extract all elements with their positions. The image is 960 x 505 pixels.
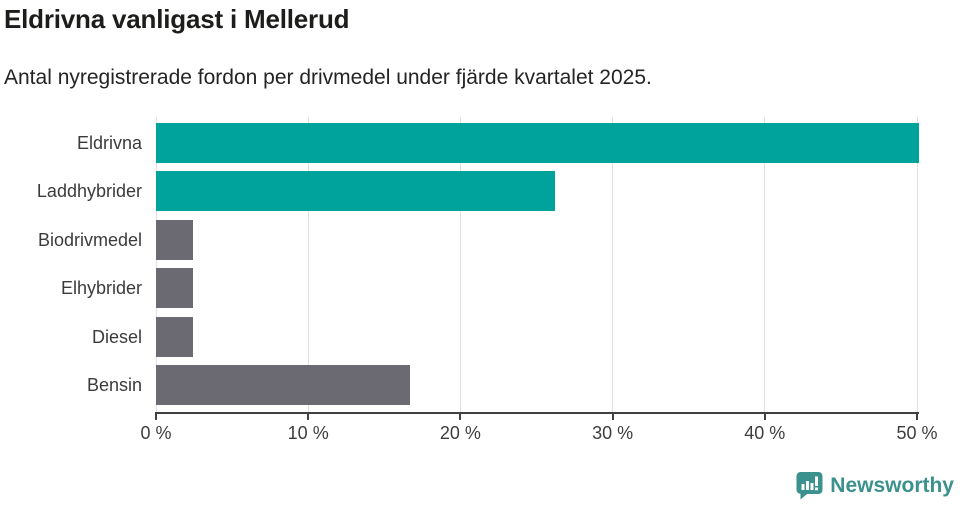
x-axis-tick <box>155 414 157 420</box>
brand-name: Newsworthy <box>830 474 954 497</box>
x-axis-tick <box>459 414 462 420</box>
x-axis-line <box>155 412 919 414</box>
gridline <box>307 117 309 412</box>
category-label-bensin: Bensin <box>86 375 142 395</box>
x-axis-tick-label: 20 % <box>439 423 481 443</box>
bar-chart: Eldrivna Laddhybrider Biodrivmedel Elhybrid… <box>36 117 938 443</box>
bar-bensin <box>156 365 411 405</box>
gridline <box>916 117 918 412</box>
category-label-eldrivna: Eldrivna <box>76 133 142 153</box>
gridline <box>764 117 766 412</box>
x-axis-tick <box>763 414 766 420</box>
bar-eldrivna <box>156 123 919 163</box>
x-axis-tick-label: 10 % <box>287 423 329 443</box>
x-axis-tick <box>307 414 310 420</box>
x-axis-tick-label: 30 % <box>592 423 634 443</box>
newsworthy-logo-icon <box>796 472 823 500</box>
x-axis-tick-label: 40 % <box>744 423 786 443</box>
category-label-diesel: Diesel <box>91 326 142 347</box>
gridline <box>459 117 461 412</box>
category-label-elhybrider: Elhybrider <box>60 278 142 299</box>
bar-diesel <box>156 316 193 357</box>
x-axis-tick-label: 0 % <box>140 423 172 443</box>
bar-elhybrider <box>156 268 193 309</box>
bar-laddhybrider <box>156 171 555 212</box>
chart-title: Eldrivna vanligast i Mellerud <box>4 4 350 34</box>
category-label-biodrivmedel: Biodrivmedel <box>37 229 142 250</box>
gridline <box>612 117 614 412</box>
bar-biodrivmedel <box>156 219 193 260</box>
brand-footer: Newsworthy <box>796 472 954 500</box>
gridline <box>155 117 157 412</box>
category-label-laddhybrider: Laddhybrider <box>36 181 142 202</box>
x-axis-tick <box>611 414 614 420</box>
x-axis-tick <box>916 414 918 420</box>
chart-subtitle: Antal nyregistrerade fordon per drivmede… <box>4 66 652 89</box>
x-axis-tick-label: 50 % <box>896 423 938 443</box>
